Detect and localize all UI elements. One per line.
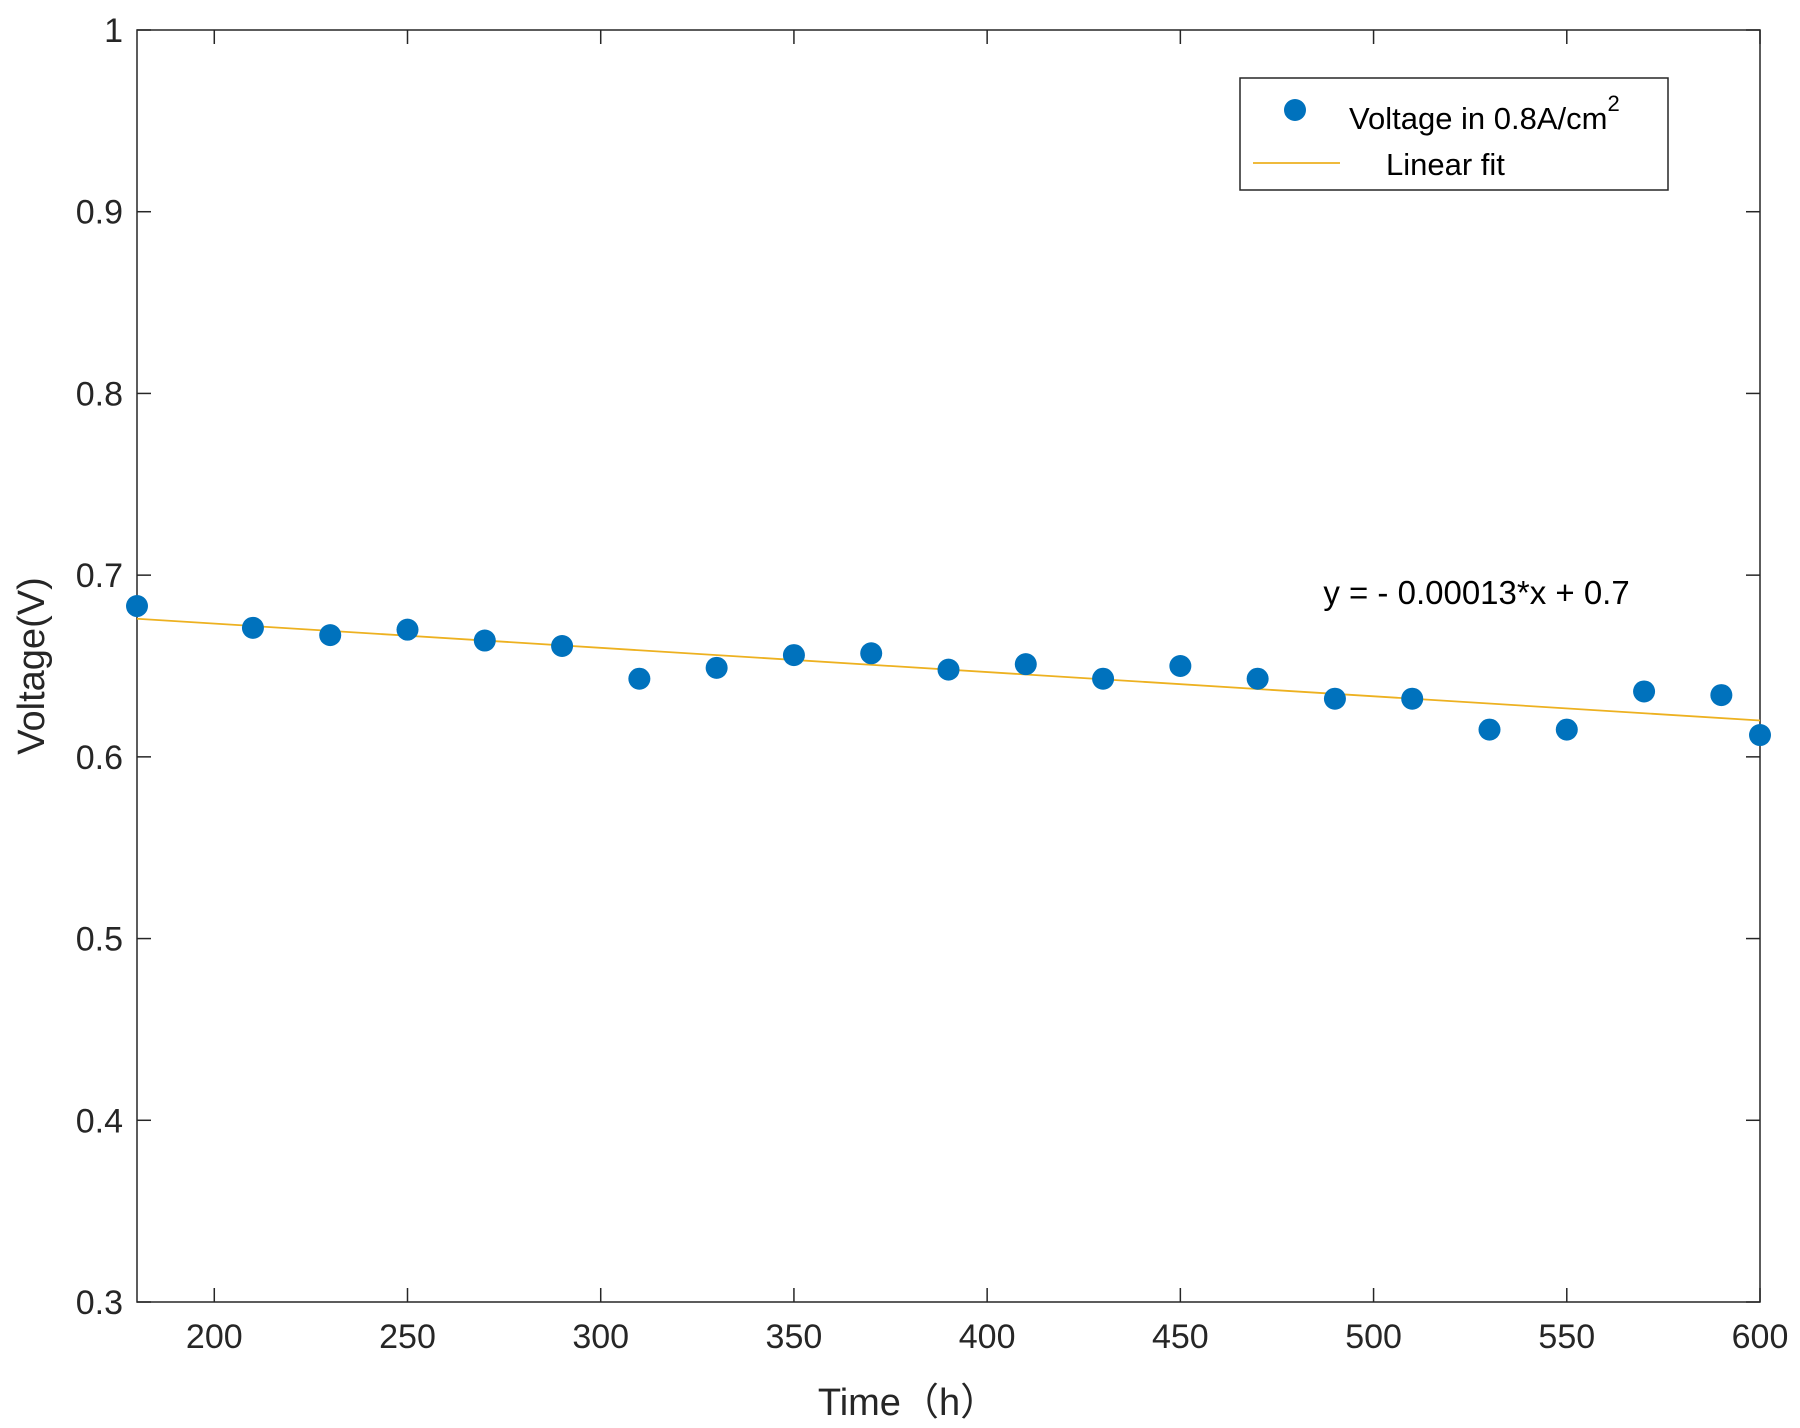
x-tick-label: 550	[1538, 1318, 1595, 1356]
data-point	[473, 629, 496, 652]
legend-scatter-marker	[1284, 99, 1306, 121]
data-point	[1555, 718, 1578, 741]
data-point	[860, 642, 883, 665]
data-point	[1014, 653, 1037, 676]
data-point	[937, 658, 960, 681]
y-tick-label: 0.8	[76, 375, 123, 413]
y-axis-label: Voltage(V)	[11, 577, 53, 754]
legend-scatter-name: Voltage in 0.8A/cm	[1349, 101, 1608, 136]
data-point	[1323, 687, 1346, 710]
axis-ticks	[137, 29, 1761, 1303]
y-tick-labels: 0.3 0.4 0.5 0.6 0.7 0.8 0.9 1	[76, 12, 123, 1322]
legend-superscript: 2	[1608, 91, 1620, 116]
legend-scatter-label: Voltage in 0.8A/cm2	[1349, 91, 1620, 136]
x-tick-label: 350	[766, 1318, 823, 1356]
y-tick-label: 0.4	[76, 1102, 123, 1140]
data-point	[1749, 724, 1771, 747]
x-tick-label: 600	[1732, 1318, 1789, 1356]
x-tick-label: 250	[379, 1318, 436, 1356]
x-tick-label: 450	[1152, 1318, 1209, 1356]
x-tick-label: 200	[186, 1318, 243, 1356]
y-tick-label: 0.5	[76, 921, 123, 959]
y-tick-label: 0.7	[76, 557, 123, 595]
y-tick-label: 0.6	[76, 739, 123, 777]
x-tick-label: 300	[572, 1318, 629, 1356]
data-point	[1401, 687, 1424, 710]
legend-box	[1239, 77, 1669, 191]
x-tick-labels: 200 250 300 350 400 450 500 550 600	[186, 1318, 1788, 1356]
data-point	[1169, 655, 1192, 677]
data-point	[782, 644, 805, 667]
y-tick-label: 1	[104, 12, 123, 50]
x-tick-label: 500	[1345, 1318, 1402, 1356]
x-tick-label: 400	[959, 1318, 1016, 1356]
data-point	[126, 595, 148, 618]
data-point	[1092, 667, 1115, 690]
data-point	[705, 656, 728, 679]
data-point	[319, 624, 342, 647]
fit-equation-annotation: y = - 0.00013*x + 0.7	[1323, 574, 1629, 611]
x-axis-label: Time（h）	[818, 1382, 998, 1424]
legend: Voltage in 0.8A/cm2 Linear fit	[1239, 77, 1669, 191]
legend-fit-label: Linear fit	[1386, 147, 1505, 182]
data-point	[396, 618, 419, 641]
data-point	[1710, 684, 1733, 707]
data-point	[1478, 718, 1501, 741]
data-point	[1246, 667, 1269, 690]
y-tick-label: 0.9	[76, 194, 123, 232]
data-point	[628, 667, 651, 690]
data-point	[551, 635, 574, 658]
data-point	[1633, 680, 1656, 703]
scatter-points-layer	[126, 595, 1771, 747]
y-tick-label: 0.3	[76, 1284, 123, 1322]
data-point	[241, 616, 264, 639]
